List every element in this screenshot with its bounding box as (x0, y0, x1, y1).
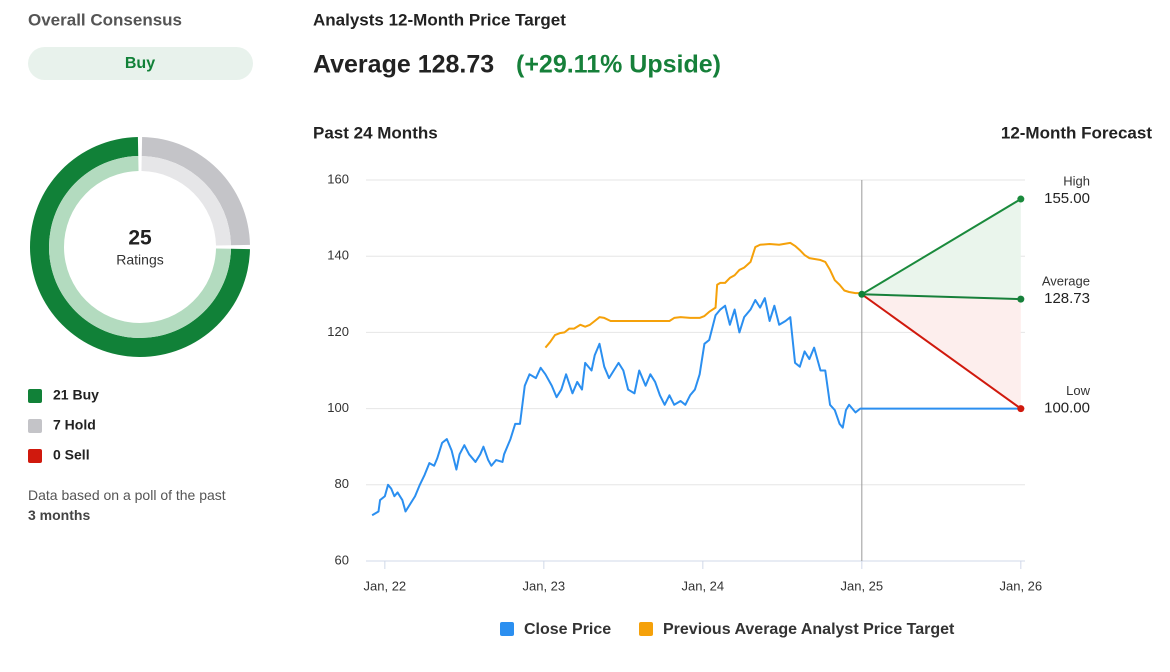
consensus-title: Overall Consensus (28, 10, 182, 29)
donut-total: 25 (128, 227, 152, 250)
legend-label: 21 Buy (53, 387, 99, 403)
legend-label: 7 Hold (53, 417, 96, 433)
forecast-range (861, 199, 1021, 300)
x-tick-label: Jan, 24 (682, 578, 725, 593)
forecast-dot (1017, 295, 1025, 303)
forecast-value: 100.00 (1044, 400, 1090, 417)
forecast-value: 155.00 (1044, 190, 1090, 207)
poll-note: Data based on a poll of the past 3 month… (28, 485, 228, 525)
y-tick-label: 60 (335, 552, 349, 567)
y-tick-label: 160 (327, 171, 349, 186)
y-tick-label: 80 (335, 476, 349, 491)
donut-inner-segment (141, 156, 231, 246)
rating: Buy (125, 55, 155, 72)
target-title: Analysts 12-Month Price Target (313, 10, 566, 29)
forecast-label: Average (1042, 274, 1090, 289)
y-tick-label: 100 (327, 400, 349, 415)
target-average: Average 128.73 (313, 51, 494, 79)
forecast-line (861, 198, 1022, 296)
forecast-label: High (1063, 173, 1090, 188)
note-emphasis: 3 months (28, 507, 91, 523)
x-tick-label: Jan, 25 (840, 578, 883, 593)
y-tick-label: 140 (327, 248, 349, 263)
section-title: Past 24 Months (313, 123, 438, 142)
forecast-dot (1017, 195, 1025, 203)
legend-swatch (28, 419, 42, 433)
target-upside: (+29.11% Upside) (516, 51, 721, 79)
legend-label: 0 Sell (53, 447, 90, 463)
y-tick-label: 120 (327, 324, 349, 339)
forecast-label: Low (1066, 383, 1090, 398)
rating-pill (28, 47, 253, 80)
x-tick-label: Jan, 22 (364, 578, 407, 593)
donut-total-label: Ratings (116, 252, 163, 268)
x-tick-label: Jan, 23 (523, 578, 566, 593)
forecast-dot (1017, 405, 1025, 413)
legend-swatch (28, 449, 42, 463)
section-title: 12-Month Forecast (1001, 123, 1152, 142)
legend-swatch (500, 622, 514, 636)
forecast-value: 128.73 (1044, 290, 1090, 307)
note-text: Data based on a poll of the past (28, 487, 226, 503)
legend-label: Previous Average Analyst Price Target (663, 621, 955, 638)
x-tick-label: Jan, 26 (999, 578, 1042, 593)
forecast-start-dot (858, 290, 866, 298)
legend-label: Close Price (524, 621, 611, 638)
forecast-line (861, 293, 1022, 410)
legend-swatch (28, 389, 42, 403)
donut-segment (141, 137, 250, 246)
price-line (371, 297, 1021, 517)
price-line (544, 241, 861, 349)
legend-swatch (639, 622, 653, 636)
forecast-line (861, 293, 1021, 301)
